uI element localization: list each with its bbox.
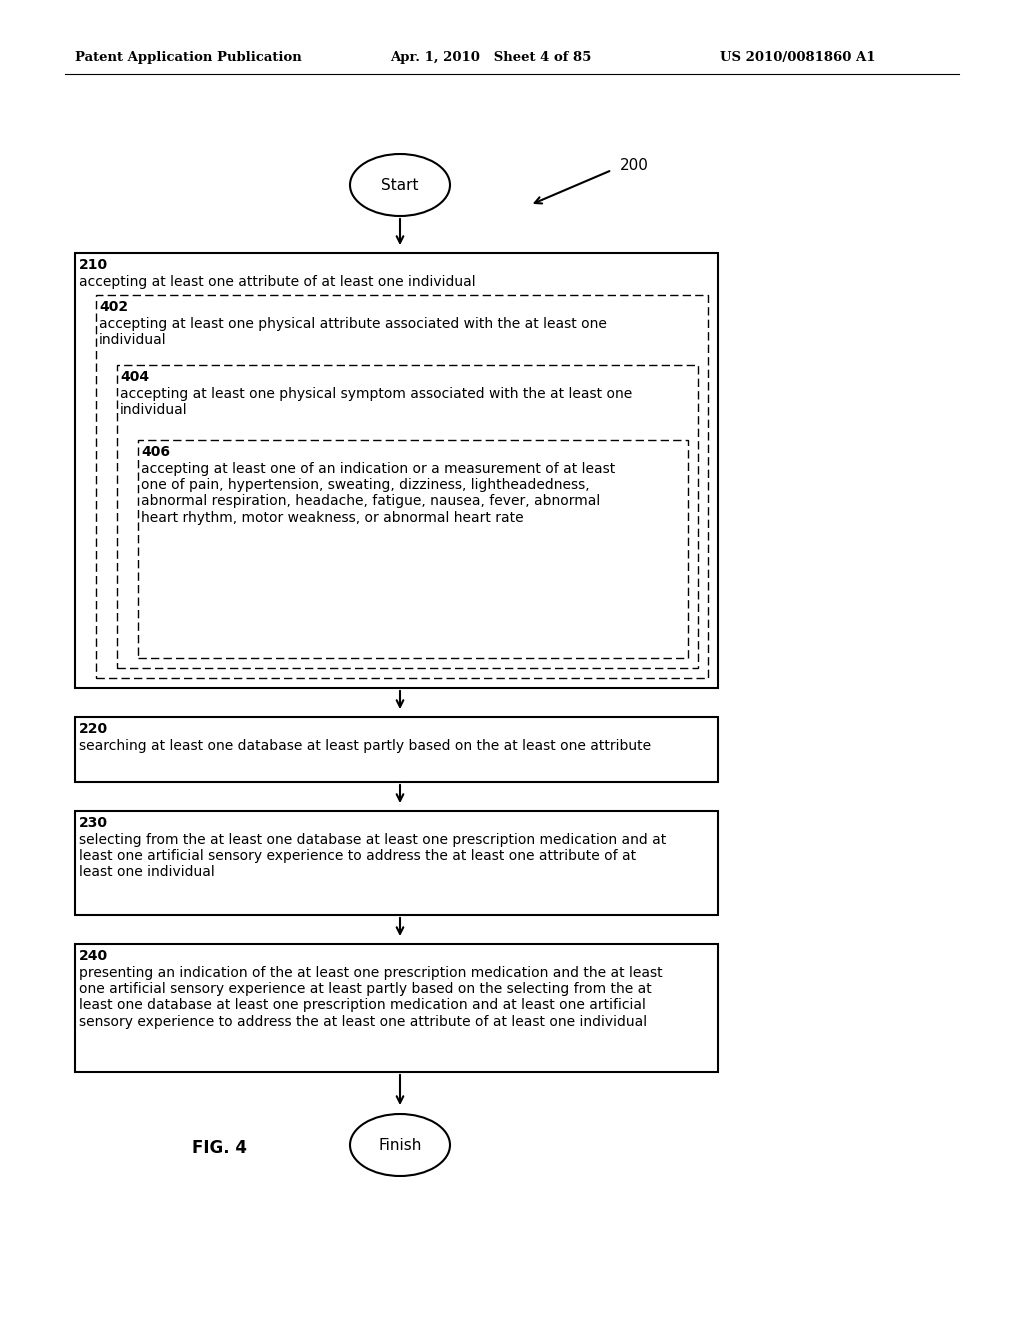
Bar xyxy=(75,944,718,1072)
Text: 404: 404 xyxy=(120,370,150,384)
Bar xyxy=(75,253,718,688)
Text: US 2010/0081860 A1: US 2010/0081860 A1 xyxy=(720,51,876,65)
Text: 402: 402 xyxy=(99,300,128,314)
Text: FIG. 4: FIG. 4 xyxy=(193,1139,248,1158)
Text: 200: 200 xyxy=(620,157,649,173)
Text: selecting from the at least one database at least one prescription medication an: selecting from the at least one database… xyxy=(79,833,667,879)
Text: 240: 240 xyxy=(79,949,109,964)
Text: accepting at least one attribute of at least one individual: accepting at least one attribute of at l… xyxy=(79,275,475,289)
Text: presenting an indication of the at least one prescription medication and the at : presenting an indication of the at least… xyxy=(79,966,663,1028)
Bar xyxy=(75,810,718,915)
Text: Apr. 1, 2010   Sheet 4 of 85: Apr. 1, 2010 Sheet 4 of 85 xyxy=(390,51,592,65)
Text: accepting at least one physical symptom associated with the at least one
individ: accepting at least one physical symptom … xyxy=(120,387,632,417)
Text: accepting at least one of an indication or a measurement of at least
one of pain: accepting at least one of an indication … xyxy=(141,462,615,524)
Text: 220: 220 xyxy=(79,722,109,737)
Text: searching at least one database at least partly based on the at least one attrib: searching at least one database at least… xyxy=(79,739,651,752)
Text: 210: 210 xyxy=(79,257,109,272)
Text: Patent Application Publication: Patent Application Publication xyxy=(75,51,302,65)
Text: accepting at least one physical attribute associated with the at least one
indiv: accepting at least one physical attribut… xyxy=(99,317,607,347)
Text: Finish: Finish xyxy=(378,1138,422,1152)
Text: Start: Start xyxy=(381,177,419,193)
Text: 406: 406 xyxy=(141,445,170,459)
Bar xyxy=(75,717,718,781)
Bar xyxy=(117,366,698,668)
Bar xyxy=(138,440,688,657)
Bar xyxy=(96,294,708,678)
Text: 230: 230 xyxy=(79,816,108,830)
